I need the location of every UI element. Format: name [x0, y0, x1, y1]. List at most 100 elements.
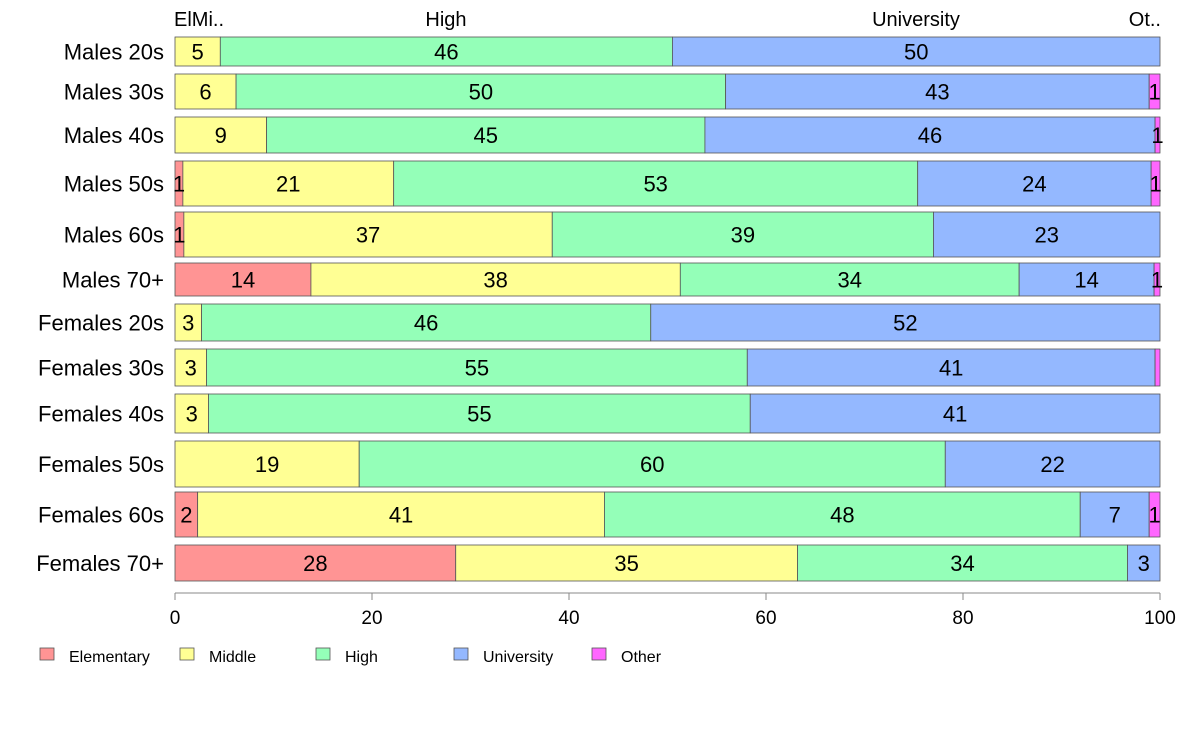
legend-swatch: [315, 647, 331, 661]
data-label: 3: [186, 402, 198, 427]
bar-segment: [1127, 544, 1161, 582]
x-tick-label: 80: [952, 608, 973, 629]
top-column-labels: ElMi.. High University Ot..: [174, 9, 1161, 31]
category-label: Males 40s: [64, 123, 164, 148]
bar-segment: [310, 262, 681, 297]
data-label: 3: [1138, 551, 1150, 576]
bar-segment: [650, 303, 1161, 342]
data-label: 38: [483, 268, 507, 293]
category-label: Females 70+: [36, 551, 164, 576]
data-label: 46: [414, 311, 438, 336]
legend-swatch: [453, 647, 469, 661]
data-label: 52: [893, 311, 917, 336]
legend-swatch: [591, 647, 607, 661]
data-label: 46: [434, 40, 458, 65]
data-label: 7: [1109, 503, 1121, 528]
category-label: Males 70+: [62, 268, 164, 293]
data-label: 35: [614, 551, 638, 576]
category-label: Females 30s: [38, 356, 164, 381]
x-tick-label: 40: [558, 608, 579, 629]
data-label: 1: [173, 172, 185, 197]
bar-segment: [1148, 491, 1161, 538]
data-label: 41: [943, 402, 967, 427]
data-label: 9: [215, 123, 227, 148]
category-labels: Males 20s Males 30s Males 40s Males 50s Male…: [36, 40, 164, 577]
bar-segment: [197, 491, 605, 538]
bar-segment: [1154, 116, 1161, 154]
bar-segment: [201, 303, 652, 342]
x-tick-label: 60: [755, 608, 776, 629]
bar-row: 3 46 52: [174, 303, 1161, 342]
data-label: 34: [950, 551, 974, 576]
bar-segment: [358, 440, 946, 488]
top-label: High: [425, 9, 466, 31]
bar-row: 2 41 48 7 1: [174, 491, 1161, 538]
data-label: 21: [276, 172, 300, 197]
bar-segment: [704, 116, 1156, 154]
category-label: Females 40s: [38, 402, 164, 427]
legend-item: High: [315, 647, 378, 666]
data-label: 1: [1148, 80, 1160, 105]
legend-item: Other: [591, 647, 662, 666]
category-label: Females 60s: [38, 503, 164, 528]
legend-item: Elementary: [39, 647, 150, 666]
bar-segment: [219, 36, 673, 67]
data-label: 1: [1151, 268, 1163, 293]
data-label: 45: [474, 123, 498, 148]
bar-segment: [174, 303, 202, 342]
top-label: Ot..: [1129, 9, 1161, 31]
data-label: 55: [465, 356, 489, 381]
data-label: 39: [731, 223, 755, 248]
category-label: Females 20s: [38, 311, 164, 336]
top-label: University: [872, 9, 960, 31]
bar-row: 9 45 46 1: [174, 116, 1164, 154]
data-label: 3: [182, 311, 194, 336]
x-tick-label: 100: [1144, 608, 1176, 629]
bar-segment: [933, 211, 1161, 258]
data-label: 53: [643, 172, 667, 197]
data-label: 50: [469, 80, 493, 105]
legend-label: University: [483, 649, 553, 666]
bar-row: 1 21 53 24 1: [173, 160, 1162, 207]
bar-segment: [1079, 491, 1150, 538]
bar-segment: [944, 440, 1161, 488]
x-tick-label: 0: [170, 608, 181, 629]
bar-segment: [182, 160, 395, 207]
legend-label: Middle: [209, 649, 256, 666]
data-label: 48: [830, 503, 854, 528]
bar-segment: [672, 36, 1161, 67]
bar-segment: [746, 348, 1156, 387]
bar-row: 28 35 34 3: [174, 544, 1161, 582]
data-label: 1: [1148, 503, 1160, 528]
category-label: Males 30s: [64, 80, 164, 105]
bar-segment: [749, 393, 1161, 434]
data-label: 6: [199, 80, 211, 105]
bar-row: 5 46 50: [174, 36, 1161, 67]
bar-segment: [1148, 73, 1161, 110]
bar-segment: [455, 544, 798, 582]
legend-label: High: [345, 649, 378, 666]
bar-row: 3 55 41: [174, 348, 1161, 387]
bar-segment: [183, 211, 553, 258]
bar-segment: [174, 393, 209, 434]
data-label: 2: [180, 503, 192, 528]
data-label: 24: [1022, 172, 1046, 197]
data-label: 55: [467, 402, 491, 427]
bar-row: 14 38 34 14 1: [174, 262, 1163, 297]
bar-segment: [1153, 262, 1161, 297]
data-label: 3: [185, 356, 197, 381]
bar-segment: [235, 73, 727, 110]
data-label: 43: [925, 80, 949, 105]
data-label: 46: [918, 123, 942, 148]
bar-segment: [206, 348, 748, 387]
data-label: 41: [389, 503, 413, 528]
bar-segment: [679, 262, 1020, 297]
bar-segment: [174, 36, 221, 67]
bar-segment: [266, 116, 706, 154]
data-label: 1: [173, 223, 185, 248]
legend-item: University: [453, 647, 553, 666]
bar-segment: [393, 160, 919, 207]
data-label: 1: [1149, 172, 1161, 197]
bar-segment: [725, 73, 1150, 110]
